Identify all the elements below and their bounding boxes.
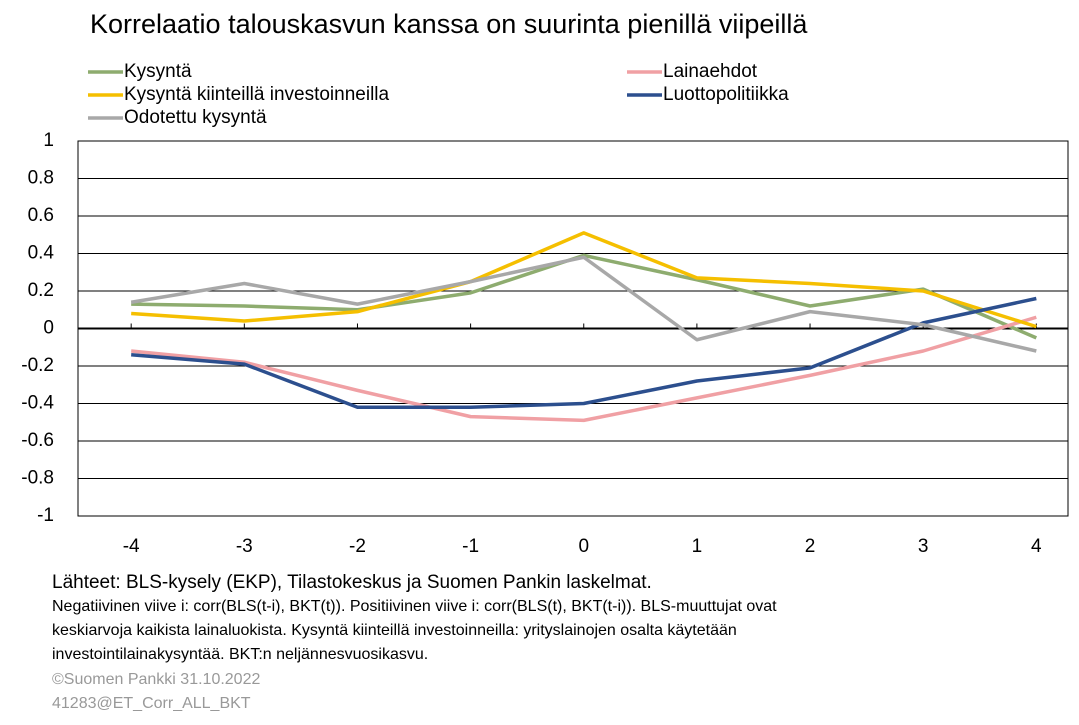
x-tick-label: -1 — [462, 536, 479, 557]
y-tick-label: 0 — [43, 318, 54, 339]
y-tick-label: 0.2 — [28, 280, 54, 301]
legend-label: Lainaehdot — [663, 61, 758, 82]
code: 41283@ET_Corr_ALL_BKT — [52, 695, 251, 712]
x-tick-label: 3 — [918, 536, 929, 557]
y-tick-label: -0.2 — [21, 355, 54, 376]
chart-title: Korrelaatio talouskasvun kanssa on suuri… — [90, 9, 808, 39]
series-line — [131, 253, 1038, 340]
x-tick-label: 4 — [1031, 536, 1042, 557]
note: Negatiivinen viive i: corr(BLS(t-i), BKT… — [52, 598, 777, 615]
x-tick-label: 2 — [805, 536, 816, 557]
note: keskiarvoja kaikista lainaluokista. Kysy… — [52, 622, 737, 639]
y-tick-label: 1 — [43, 130, 54, 151]
legend-label: Kysyntä — [124, 61, 192, 82]
x-tick-label: -2 — [349, 536, 366, 557]
y-tick-label: -0.6 — [21, 430, 54, 451]
series-line — [131, 231, 1037, 329]
source: Lähteet: BLS-kysely (EKP), Tilastokeskus… — [52, 572, 652, 593]
y-tick-label: 0.8 — [28, 168, 54, 189]
series-line — [130, 255, 1037, 353]
copyright: ©Suomen Pankki 31.10.2022 — [52, 671, 260, 688]
legend-label: Odotettu kysyntä — [124, 107, 267, 128]
x-tick-label: 1 — [692, 536, 703, 557]
x-tick-label: 0 — [578, 536, 589, 557]
series-line — [131, 315, 1037, 423]
y-tick-label: 0.4 — [28, 243, 55, 264]
series-line — [131, 296, 1037, 409]
x-tick-label: -4 — [123, 536, 140, 557]
x-tick-label: -3 — [236, 536, 253, 557]
y-tick-label: -1 — [37, 505, 54, 526]
legend-label: Luottopolitiikka — [663, 84, 789, 105]
y-tick-label: -0.8 — [21, 468, 54, 489]
legend-label: Kysyntä kiinteillä investoinneilla — [124, 84, 390, 105]
note: investointilainakysyntää. BKT:n neljänne… — [52, 646, 428, 663]
y-tick-label: -0.4 — [21, 393, 54, 414]
y-tick-label: 0.6 — [28, 205, 54, 226]
